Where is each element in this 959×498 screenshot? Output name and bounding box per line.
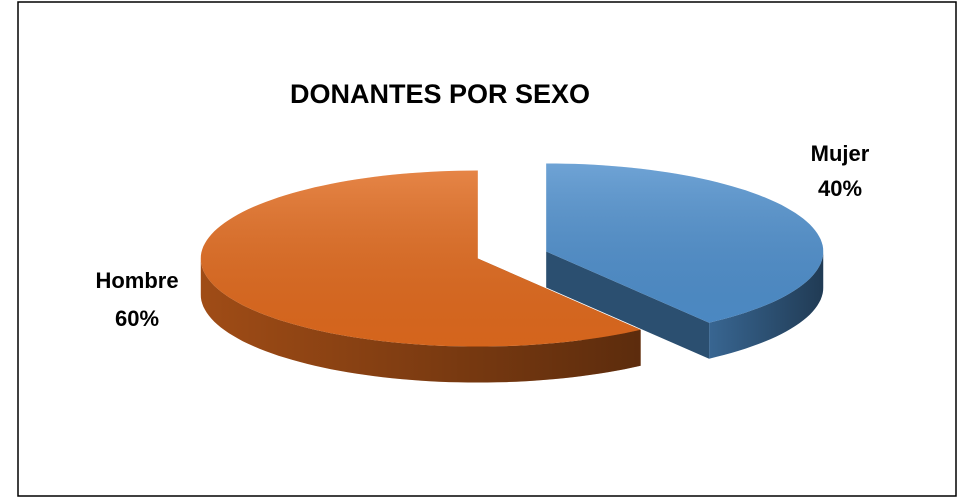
slice-label: Mujer [811, 141, 870, 166]
slice-value-label: 60% [115, 306, 159, 331]
slice-wall [546, 251, 710, 359]
chart-title: DONANTES POR SEXO [290, 79, 590, 109]
slice-label: Hombre [95, 268, 178, 293]
slice-highlight [546, 163, 824, 323]
slice-side-shade [200, 258, 641, 383]
slice-side-shade [709, 251, 824, 359]
slice-value-label: 40% [818, 176, 862, 201]
slice-highlight [200, 170, 641, 347]
